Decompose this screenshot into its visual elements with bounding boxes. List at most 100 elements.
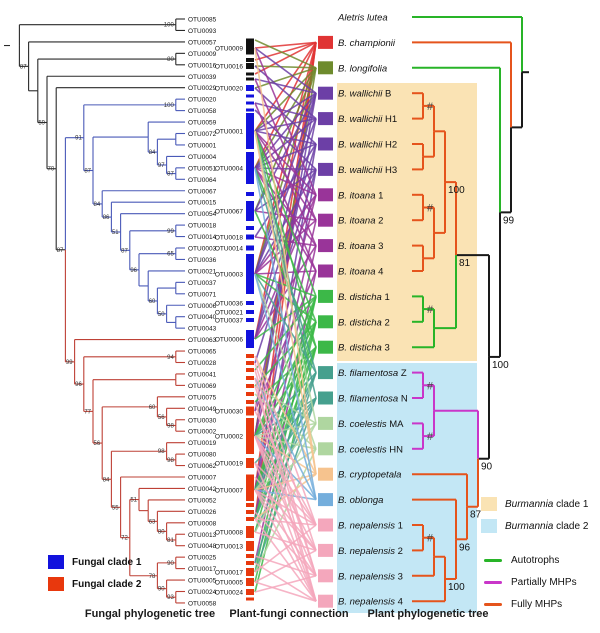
connection-line bbox=[254, 489, 317, 602]
fungal-bootstrap-label: 80 bbox=[158, 529, 165, 535]
fungal-bootstrap-label: 50 bbox=[158, 312, 165, 318]
connection-line bbox=[254, 47, 317, 196]
legend-fungal-swatch-1 bbox=[48, 555, 64, 569]
fungal-bootstrap-label: 51 bbox=[130, 498, 137, 504]
connection-line bbox=[254, 435, 317, 551]
otu-block bbox=[246, 330, 254, 348]
connection-line bbox=[254, 167, 317, 323]
fungal-leaf-label: OTU0058 bbox=[188, 600, 217, 607]
fungal-leaf-label: OTU0042 bbox=[188, 486, 217, 493]
fungal-bootstrap-label: 81 bbox=[167, 538, 174, 544]
legend-burmannia-row-1: Burmannia clade 1 bbox=[481, 497, 588, 511]
connection-line bbox=[254, 92, 317, 275]
plant-otu-block bbox=[318, 112, 333, 126]
fungal-leaf-label: OTU0080 bbox=[188, 452, 217, 459]
plant-leaf-label: B. filamentosa Z bbox=[338, 368, 407, 379]
fungal-leaf-label: OTU0002 bbox=[188, 429, 217, 436]
otu-block bbox=[246, 597, 254, 601]
connection-line bbox=[254, 435, 317, 577]
connection-line bbox=[254, 130, 317, 475]
otu-block bbox=[246, 318, 254, 322]
otu-column-label: OTU0018 bbox=[215, 235, 244, 242]
connection-line bbox=[254, 67, 317, 89]
legend-fungal-label-2: Fungal clade 2 bbox=[72, 578, 142, 590]
otu-block bbox=[246, 561, 254, 565]
legend-trophic-swatch-2 bbox=[484, 581, 502, 584]
connection-line bbox=[254, 41, 317, 49]
plant-leaf-label: B. wallichii B bbox=[338, 89, 391, 100]
fungal-bootstrap-label: 60 bbox=[149, 405, 156, 411]
fungal-bootstrap-label: 86 bbox=[103, 215, 110, 221]
connection-line bbox=[254, 67, 317, 169]
otu-column-label: OTU0030 bbox=[215, 409, 244, 416]
connection-line bbox=[254, 130, 317, 145]
plant-otu-block bbox=[318, 442, 333, 456]
connection-line bbox=[254, 118, 317, 275]
connection-line bbox=[254, 531, 317, 552]
fungal-bootstrap-label: 60 bbox=[149, 299, 156, 305]
connection-line bbox=[254, 87, 317, 145]
fungal-bootstrap-label: 90 bbox=[167, 561, 174, 567]
connection-line bbox=[254, 448, 317, 573]
fungal-leaf-label: OTU0001 bbox=[188, 142, 217, 149]
fungal-bootstrap-label: 100 bbox=[164, 23, 175, 29]
caption-plant-tree: Plant phylogenetic tree bbox=[367, 608, 489, 620]
otu-block bbox=[246, 474, 254, 480]
fungal-leaf-label: OTU0067 bbox=[188, 188, 217, 195]
otu-column-label: OTU0037 bbox=[215, 318, 244, 325]
fungal-leaf-label: OTU0059 bbox=[188, 120, 217, 127]
otu-column-label: OTU0016 bbox=[215, 64, 244, 71]
plant-leaf-label: B. coelestis MA bbox=[338, 419, 404, 430]
plant-leaf-label: B. wallichii H3 bbox=[338, 165, 397, 176]
fungal-leaf-label: OTU0063 bbox=[188, 337, 217, 344]
connection-line bbox=[254, 47, 317, 94]
otu-block bbox=[246, 361, 254, 365]
otu-block bbox=[246, 301, 254, 305]
connection-line bbox=[254, 130, 317, 297]
fungal-bootstrap-label: 56 bbox=[94, 441, 101, 447]
otu-block bbox=[246, 113, 254, 149]
otu-column-label: OTU0024 bbox=[215, 590, 244, 597]
fungal-bootstrap-label: 97 bbox=[158, 163, 165, 169]
fungal-leaf-label: OTU0009 bbox=[188, 51, 217, 58]
fungal-bootstrap-label: 55 bbox=[112, 505, 119, 511]
fungal-bootstrap-label: 87 bbox=[121, 248, 128, 254]
connection-line bbox=[254, 41, 317, 75]
otu-column-label: OTU0013 bbox=[215, 544, 244, 551]
otu-block bbox=[246, 108, 254, 112]
fungal-leaf-label: OTU0017 bbox=[188, 566, 217, 573]
fungal-leaf-label: OTU0085 bbox=[188, 17, 217, 24]
otu-block bbox=[246, 568, 254, 576]
fungal-leaf-label: OTU0071 bbox=[188, 291, 217, 298]
connection-line bbox=[254, 65, 317, 120]
plant-otu-block bbox=[318, 340, 333, 354]
otu-column-label: OTU0067 bbox=[215, 209, 244, 216]
otu-block bbox=[246, 400, 254, 404]
connection-line bbox=[254, 321, 317, 583]
fungal-leaf-label: OTU0064 bbox=[188, 177, 217, 184]
otu-column-label: OTU0003 bbox=[215, 272, 244, 279]
connection-line bbox=[254, 377, 317, 602]
legend-burmannia-label-1: Burmannia clade 1 bbox=[505, 498, 589, 510]
connection-line bbox=[254, 78, 317, 94]
fungal-leaf-label: OTU0015 bbox=[188, 200, 217, 207]
plant-otu-block bbox=[318, 467, 333, 481]
otu-block bbox=[246, 152, 254, 184]
fungal-bootstrap-label: 51 bbox=[112, 230, 119, 236]
plant-leaf-label: B. itoana 4 bbox=[338, 267, 383, 278]
legend-trophic-row-3: Fully MHPs bbox=[484, 599, 577, 610]
plant-leaf-label: B. longifolia bbox=[338, 63, 387, 74]
otu-block bbox=[246, 226, 254, 230]
connection-line bbox=[254, 102, 317, 120]
connection-line bbox=[254, 194, 317, 275]
burmannia-clade1-box bbox=[337, 83, 477, 361]
otu-column-label: OTU0006 bbox=[215, 337, 244, 344]
fungal-leaf-label: OTU0013 bbox=[188, 532, 217, 539]
connection-line bbox=[254, 369, 317, 577]
fungal-bootstrap-label: 65 bbox=[167, 252, 174, 258]
fungal-leaf-label: OTU0041 bbox=[188, 371, 217, 378]
fungal-leaf-label: OTU0014 bbox=[188, 234, 217, 241]
otu-column-label: OTU0019 bbox=[215, 461, 244, 468]
plant-otu-block bbox=[318, 416, 333, 430]
fungal-bootstrap-label: 70 bbox=[48, 167, 55, 173]
